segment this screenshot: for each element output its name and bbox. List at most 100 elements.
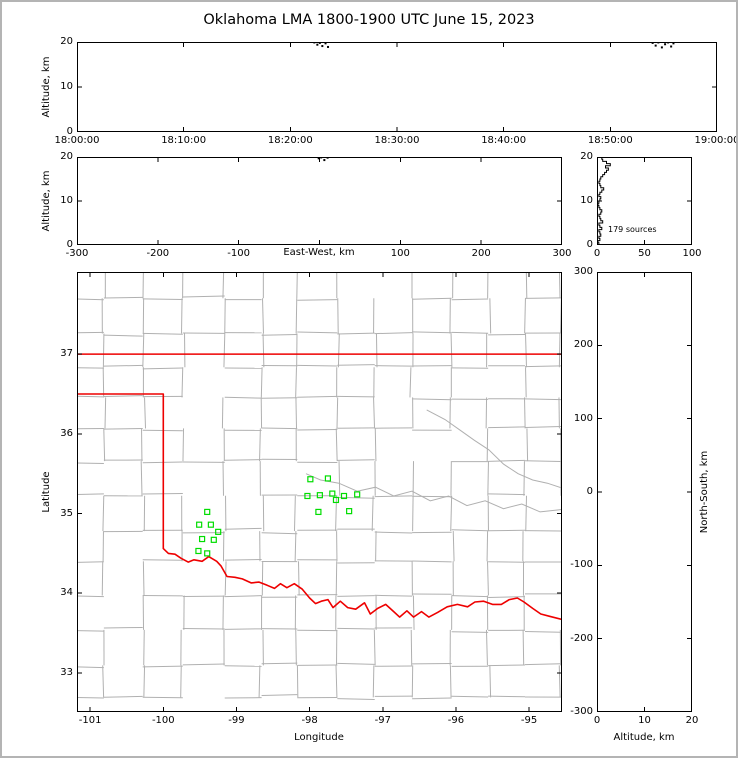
lma-station-marker bbox=[332, 496, 340, 504]
county-line bbox=[337, 364, 375, 366]
county-line bbox=[488, 426, 526, 429]
county-line bbox=[337, 698, 375, 700]
figure-title: Oklahoma LMA 1800-1900 UTC June 15, 2023 bbox=[203, 12, 535, 28]
county-line bbox=[77, 630, 104, 632]
county-line bbox=[335, 561, 338, 596]
county-line bbox=[338, 461, 341, 496]
county-line bbox=[142, 332, 183, 335]
county-line bbox=[335, 665, 338, 698]
county-line bbox=[412, 331, 452, 334]
county-line bbox=[412, 595, 415, 630]
county-line bbox=[224, 459, 262, 461]
x-tick-label: 0 bbox=[593, 248, 601, 259]
x-tick-label: -95 bbox=[520, 715, 538, 726]
county-line bbox=[262, 333, 265, 368]
county-line bbox=[259, 428, 261, 462]
county-line bbox=[337, 627, 375, 630]
x-tick-label: -200 bbox=[146, 248, 170, 259]
river-line bbox=[426, 409, 562, 489]
county-line bbox=[449, 665, 452, 698]
vhf-source-point bbox=[324, 42, 327, 45]
county-line bbox=[451, 298, 489, 301]
ns-height-y-axis-title: North-South, km bbox=[699, 450, 710, 534]
county-line bbox=[180, 665, 182, 698]
county-line bbox=[142, 298, 183, 301]
county-line bbox=[374, 531, 413, 534]
county-line bbox=[77, 462, 104, 465]
panel-altitude-histogram bbox=[597, 157, 692, 245]
county-line bbox=[298, 561, 300, 596]
x-tick-label: -98 bbox=[301, 715, 318, 726]
vhf-source-point bbox=[672, 42, 675, 45]
panel-time-height bbox=[77, 42, 717, 132]
county-line bbox=[525, 398, 561, 401]
county-line bbox=[374, 428, 377, 462]
lma-station-marker bbox=[315, 508, 322, 516]
y-tick-label: 300 bbox=[573, 266, 593, 277]
x-tick-label: 18:50:00 bbox=[587, 135, 633, 146]
vhf-source-point bbox=[321, 45, 324, 48]
lma-station-marker bbox=[210, 536, 217, 543]
county-line bbox=[143, 665, 146, 698]
county-line bbox=[77, 696, 104, 699]
county-line bbox=[452, 531, 455, 562]
county-line bbox=[143, 629, 145, 666]
county-line bbox=[297, 299, 338, 301]
y-tick-label: 100 bbox=[573, 412, 593, 424]
county-line bbox=[451, 595, 489, 598]
lma-station-marker bbox=[207, 521, 214, 528]
county-line bbox=[103, 395, 143, 398]
county-line bbox=[103, 334, 143, 337]
county-line bbox=[451, 529, 489, 532]
county-line bbox=[558, 333, 561, 368]
county-line bbox=[258, 665, 261, 698]
y-tick-label: 0 bbox=[586, 486, 593, 497]
x-tick-label: 300 bbox=[552, 248, 572, 259]
x-tick-label: 19:00:00 bbox=[694, 135, 738, 146]
vhf-source-point bbox=[660, 46, 663, 49]
x-tick-label: -96 bbox=[447, 715, 465, 726]
panel-north-south-height bbox=[597, 272, 692, 712]
x-tick-label: 100 bbox=[390, 248, 410, 259]
lma-station-marker bbox=[198, 535, 206, 543]
county-line bbox=[294, 531, 297, 562]
county-line bbox=[488, 695, 526, 698]
county-line bbox=[451, 331, 489, 334]
county-line bbox=[337, 496, 375, 499]
county-line bbox=[261, 694, 298, 696]
panel-frame bbox=[597, 157, 692, 245]
county-line bbox=[374, 332, 413, 335]
lma-station-marker bbox=[196, 521, 203, 528]
county-line bbox=[375, 333, 378, 368]
county-line bbox=[488, 493, 526, 496]
county-line bbox=[295, 629, 297, 666]
x-tick-label: -100 bbox=[227, 248, 250, 259]
county-line bbox=[371, 495, 374, 532]
vhf-source-point bbox=[670, 45, 673, 48]
county-line bbox=[488, 664, 526, 667]
county-line bbox=[451, 631, 489, 633]
county-line bbox=[181, 367, 184, 398]
y-tick-label: 0 bbox=[586, 239, 593, 250]
county-line bbox=[525, 630, 561, 633]
county-line bbox=[77, 367, 104, 369]
county-line bbox=[142, 665, 183, 668]
county-line bbox=[224, 561, 227, 596]
source-count-annotation: 179 sources bbox=[608, 225, 657, 234]
county-line bbox=[262, 298, 264, 334]
county-line bbox=[77, 493, 104, 496]
county-line bbox=[224, 628, 262, 630]
county-line bbox=[558, 272, 561, 299]
x-tick-label: 20 bbox=[685, 715, 699, 726]
map-x-axis-title: Longitude bbox=[294, 732, 344, 743]
county-line bbox=[261, 427, 298, 430]
county-line bbox=[525, 495, 528, 532]
county-line bbox=[450, 495, 453, 532]
lma-station-marker bbox=[316, 492, 323, 499]
vhf-source-point bbox=[654, 44, 657, 47]
county-line bbox=[222, 272, 225, 299]
county-line bbox=[373, 629, 376, 666]
county-line bbox=[337, 333, 340, 368]
x-tick-label: 100 bbox=[682, 248, 702, 259]
